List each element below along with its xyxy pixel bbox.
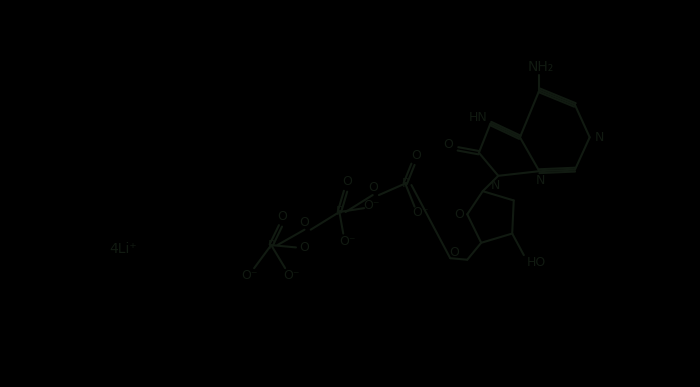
Text: O: O [277, 210, 287, 223]
Text: P: P [335, 205, 343, 219]
Text: O: O [342, 175, 352, 188]
Text: O: O [454, 208, 464, 221]
Text: O⁻: O⁻ [339, 235, 356, 248]
Text: O⁻: O⁻ [412, 206, 429, 219]
Text: HN: HN [469, 111, 487, 124]
Text: P: P [402, 177, 409, 190]
Text: HO: HO [527, 256, 546, 269]
Text: P: P [267, 239, 275, 252]
Text: O⁻: O⁻ [283, 269, 300, 283]
Text: O: O [411, 149, 421, 162]
Text: N: N [594, 131, 603, 144]
Text: 4Li⁺: 4Li⁺ [109, 242, 136, 256]
Text: NH₂: NH₂ [528, 60, 554, 74]
Text: O: O [299, 241, 309, 254]
Text: O: O [444, 139, 454, 151]
Text: O⁻: O⁻ [364, 199, 380, 212]
Text: O: O [449, 245, 459, 259]
Text: O: O [300, 216, 309, 228]
Text: O⁻: O⁻ [241, 269, 258, 283]
Text: N: N [491, 179, 500, 192]
Text: O: O [368, 181, 377, 194]
Text: N: N [536, 174, 545, 187]
